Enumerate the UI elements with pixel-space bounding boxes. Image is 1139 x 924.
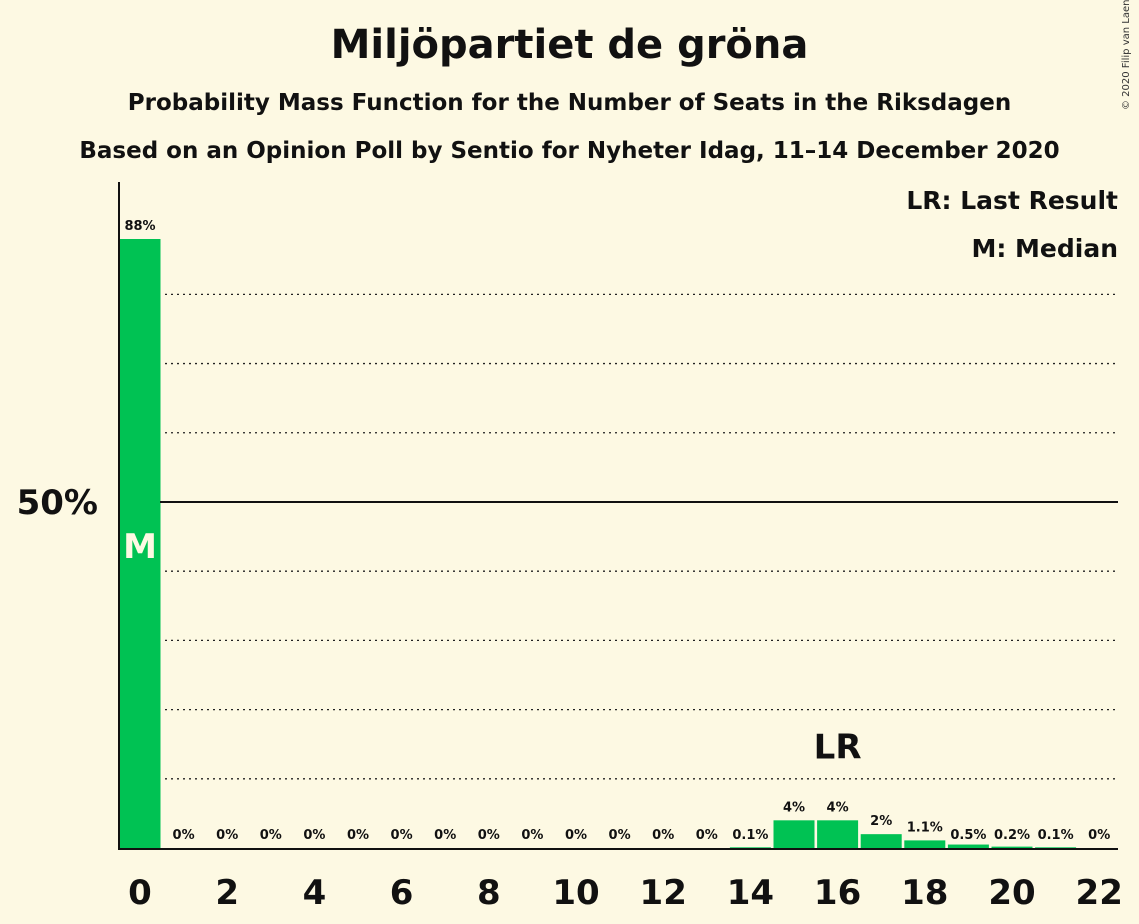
x-tick-label-2: 2 <box>215 873 239 913</box>
axes <box>118 182 1118 850</box>
median-marker: M <box>123 527 157 567</box>
x-tick-label-22: 22 <box>1076 873 1123 913</box>
bar-seat-21 <box>1035 847 1077 848</box>
bar-seat-17 <box>860 834 902 848</box>
value-label-seat-20: 0.2% <box>994 828 1030 843</box>
x-tick-label-12: 12 <box>640 873 687 913</box>
last-result-marker: LR <box>814 727 862 767</box>
bar-seat-16 <box>817 820 859 848</box>
bar-seat-19 <box>947 844 989 848</box>
bar-seat-0 <box>119 239 161 848</box>
value-labels: 88% 0% 0% 0% 0% 0% 0% 0% 0% 0% 0% 0% 0% 0% 0.1% 4% 4% 2% 1… <box>124 219 1110 843</box>
value-label-seat-15: 4% <box>783 800 805 815</box>
value-label-seat-2: 0% <box>216 828 238 843</box>
value-label-seat-5: 0% <box>347 828 369 843</box>
value-label-seat-22: 0% <box>1088 828 1110 843</box>
value-label-seat-0: 88% <box>124 219 155 234</box>
bars <box>119 239 1077 848</box>
legend-last-result: LR: Last Result <box>906 186 1118 215</box>
value-label-seat-3: 0% <box>260 828 282 843</box>
chart-subtitle-poll: Based on an Opinion Poll by Sentio for N… <box>79 138 1060 164</box>
chart-title: Miljöpartiet de gröna <box>330 22 809 68</box>
x-tick-label-14: 14 <box>727 873 774 913</box>
value-label-seat-4: 0% <box>303 828 325 843</box>
value-label-seat-12: 0% <box>652 828 674 843</box>
bar-seat-18 <box>904 840 946 848</box>
x-tick-label-4: 4 <box>303 873 327 913</box>
value-label-seat-7: 0% <box>434 828 456 843</box>
value-label-seat-11: 0% <box>609 828 631 843</box>
bar-seat-15 <box>773 820 815 848</box>
value-label-seat-13: 0% <box>696 828 718 843</box>
x-tick-label-0: 0 <box>128 873 152 913</box>
value-label-seat-10: 0% <box>565 828 587 843</box>
value-label-seat-16: 4% <box>827 800 849 815</box>
value-label-seat-8: 0% <box>478 828 500 843</box>
value-label-seat-9: 0% <box>521 828 543 843</box>
x-tick-label-8: 8 <box>477 873 501 913</box>
legend-median: M: Median <box>971 234 1118 263</box>
y-tick-label-50: 50% <box>17 483 98 523</box>
x-tick-labels: 0 2 4 6 8 10 12 14 16 18 20 22 <box>128 873 1123 913</box>
value-label-seat-1: 0% <box>173 828 195 843</box>
x-tick-label-20: 20 <box>988 873 1035 913</box>
value-label-seat-14: 0.1% <box>732 828 768 843</box>
x-tick-label-18: 18 <box>901 873 948 913</box>
value-label-seat-17: 2% <box>870 814 892 829</box>
x-tick-label-10: 10 <box>552 873 599 913</box>
value-label-seat-18: 1.1% <box>907 820 943 835</box>
value-label-seat-6: 0% <box>391 828 413 843</box>
gridlines <box>165 293 1118 780</box>
x-tick-label-6: 6 <box>390 873 414 913</box>
value-label-seat-19: 0.5% <box>950 828 986 843</box>
x-tick-label-16: 16 <box>814 873 861 913</box>
bar-seat-14 <box>729 847 771 848</box>
chart-subtitle: Probability Mass Function for the Number… <box>127 90 1012 116</box>
bar-seat-20 <box>991 846 1033 848</box>
value-label-seat-21: 0.1% <box>1038 828 1074 843</box>
